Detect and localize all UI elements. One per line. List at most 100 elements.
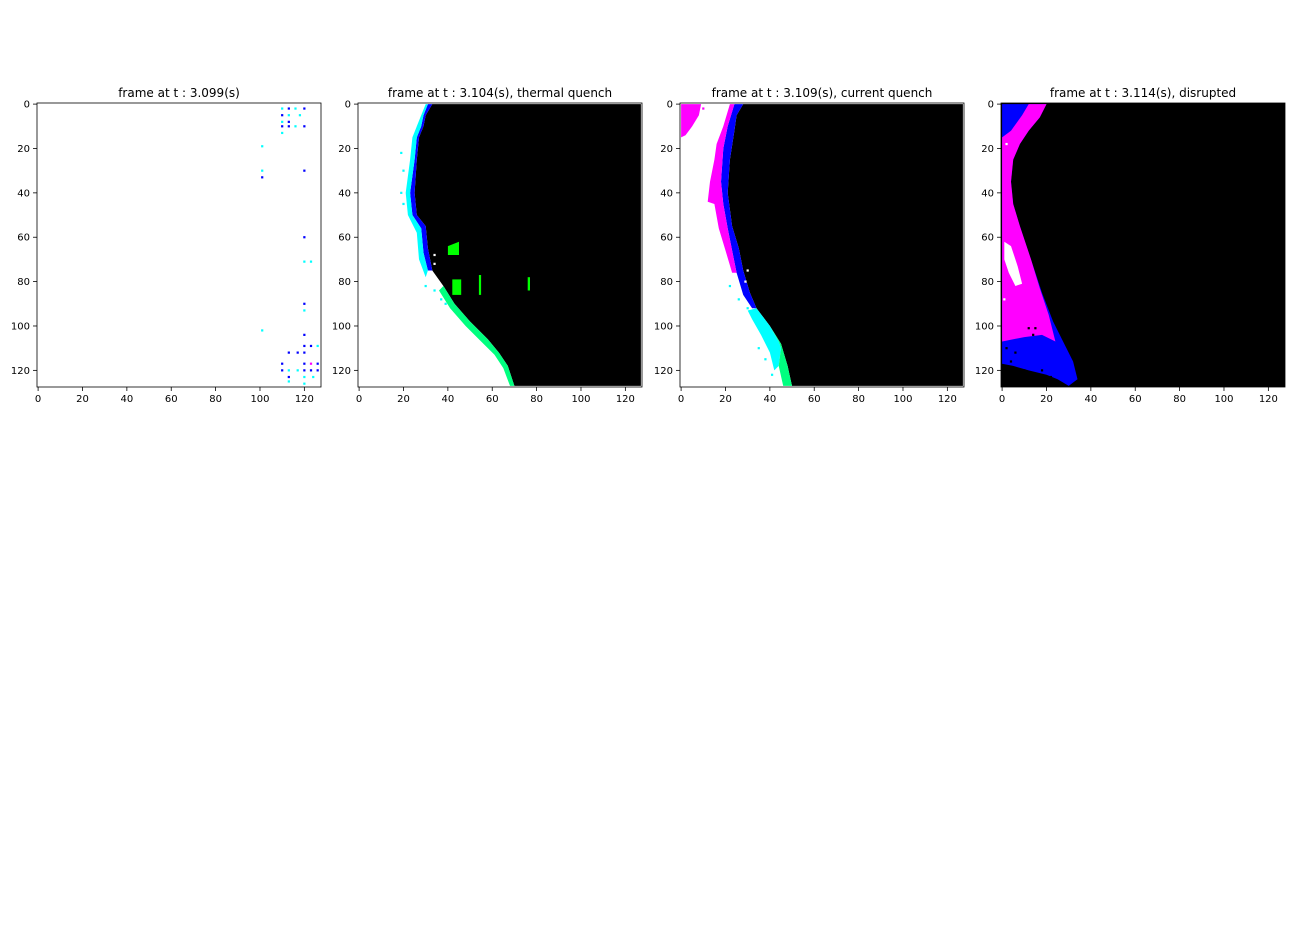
x-tick-label: 40	[441, 394, 454, 405]
pixel-11	[287, 125, 290, 128]
x-tick-label: 100	[571, 394, 590, 405]
y-tick-label: 40	[660, 188, 673, 199]
pixel-41	[316, 369, 319, 372]
pixel-6	[746, 307, 749, 310]
pixel-32	[281, 362, 284, 365]
heatmap-panel-2: 0 20 40 60 80 100 120 0 20 40 60 80 100 120 frame at t…	[332, 86, 643, 405]
x-tick-label: 60	[808, 394, 821, 405]
x-tick-label: 80	[530, 394, 543, 405]
y-tick-label: 60	[338, 233, 351, 244]
axes-frame	[36, 102, 322, 388]
x-tick-label: 120	[616, 394, 635, 405]
y-tick-label: 20	[17, 144, 30, 155]
pixel-5	[737, 298, 740, 301]
pixel-33	[303, 362, 306, 365]
pixel-5	[281, 114, 284, 117]
pixel-21	[309, 260, 313, 263]
y-tick-label: 40	[17, 188, 30, 199]
x-tick-label: 100	[1214, 394, 1233, 405]
pixel-7	[757, 347, 760, 350]
x-tick-label: 0	[678, 394, 684, 405]
region-6	[452, 279, 462, 295]
pixel-40	[309, 369, 313, 372]
x-tick-label: 100	[893, 394, 912, 405]
x-tick-label: 120	[938, 394, 957, 405]
pixel-1	[281, 107, 284, 110]
heatmap-image	[1002, 104, 1078, 386]
pixel-8	[281, 120, 284, 123]
x-tick-label: 20	[719, 394, 732, 405]
chart-title: frame at t : 3.104(s), thermal quench	[388, 86, 612, 100]
heatmap-panel-1: 0 20 40 60 80 100 120 0 20 40 60 80 100 120 frame at t…	[11, 86, 322, 405]
heatmap-panel-3: 0 20 40 60 80 100 120 0 20 40 60 80 100 120 frame at t…	[654, 86, 965, 405]
pixel-5	[433, 253, 436, 257]
y-tick-label: 120	[332, 366, 351, 377]
pixel-6	[287, 114, 290, 117]
pixel-4	[402, 202, 405, 206]
pixel-30	[296, 351, 299, 354]
pixel-6	[433, 262, 436, 265]
pixel-44	[312, 375, 315, 379]
x-tick-label: 120	[295, 394, 314, 405]
axes-frame	[679, 102, 965, 388]
pixel-45	[287, 380, 290, 383]
pixel-12	[294, 125, 297, 128]
pixel-14	[281, 131, 284, 135]
pixel-8	[1032, 333, 1035, 336]
region-7	[478, 275, 482, 295]
y-tick-label: 80	[338, 277, 351, 288]
region-3	[405, 104, 428, 278]
y-tick-label: 80	[17, 277, 30, 288]
pixel-27	[309, 344, 313, 348]
heatmap-background	[37, 103, 321, 387]
pixel-46	[303, 382, 306, 385]
x-tick-label: 40	[120, 394, 133, 405]
heatmap-panel-4: 0 20 40 60 80 100 120 0 20 40 60 80 100 120 frame at t…	[975, 86, 1286, 405]
pixel-4	[728, 284, 732, 288]
pixel-20	[303, 260, 306, 263]
pixel-1	[702, 107, 705, 110]
x-tick-label: 80	[1173, 394, 1186, 405]
region-2	[727, 104, 963, 386]
pixel-43	[303, 375, 306, 379]
pixel-3	[1005, 347, 1008, 350]
pixel-1	[1005, 142, 1008, 146]
pixel-31	[303, 351, 306, 354]
pixel-25	[303, 333, 306, 336]
pixel-29	[287, 351, 290, 354]
y-tick-label: 120	[975, 366, 994, 377]
x-tick-label: 80	[852, 394, 865, 405]
region-3	[1004, 241, 1023, 286]
pixel-10	[1040, 369, 1044, 372]
chart-title: frame at t : 3.114(s), disrupted	[1050, 86, 1236, 100]
pixel-2	[287, 107, 290, 110]
y-tick-label: 20	[981, 144, 994, 155]
x-tick-label: 60	[486, 394, 499, 405]
pixel-34	[309, 362, 313, 365]
region-3	[721, 104, 757, 309]
pixel-3	[744, 280, 747, 283]
pixel-5	[1009, 360, 1013, 363]
heatmap-image	[681, 104, 963, 386]
region-1	[414, 104, 641, 386]
pixel-26	[303, 344, 306, 348]
pixel-36	[281, 369, 284, 372]
y-tick-label: 80	[981, 277, 994, 288]
y-tick-label: 60	[660, 233, 673, 244]
pixel-35	[316, 362, 319, 365]
pixel-7	[1034, 327, 1037, 330]
region-2	[410, 104, 433, 271]
pixel-38	[296, 369, 299, 372]
pixel-10	[444, 302, 447, 305]
x-tick-label: 60	[165, 394, 178, 405]
y-tick-label: 20	[338, 144, 351, 155]
pixel-6	[1027, 327, 1030, 330]
y-tick-label: 40	[981, 188, 994, 199]
y-tick-label: 100	[975, 321, 994, 332]
pixel-23	[303, 309, 306, 312]
x-tick-label: 80	[209, 394, 222, 405]
axes-frame	[357, 102, 643, 388]
x-tick-label: 20	[1040, 394, 1053, 405]
pixel-3	[294, 107, 297, 110]
x-tick-label: 20	[397, 394, 410, 405]
